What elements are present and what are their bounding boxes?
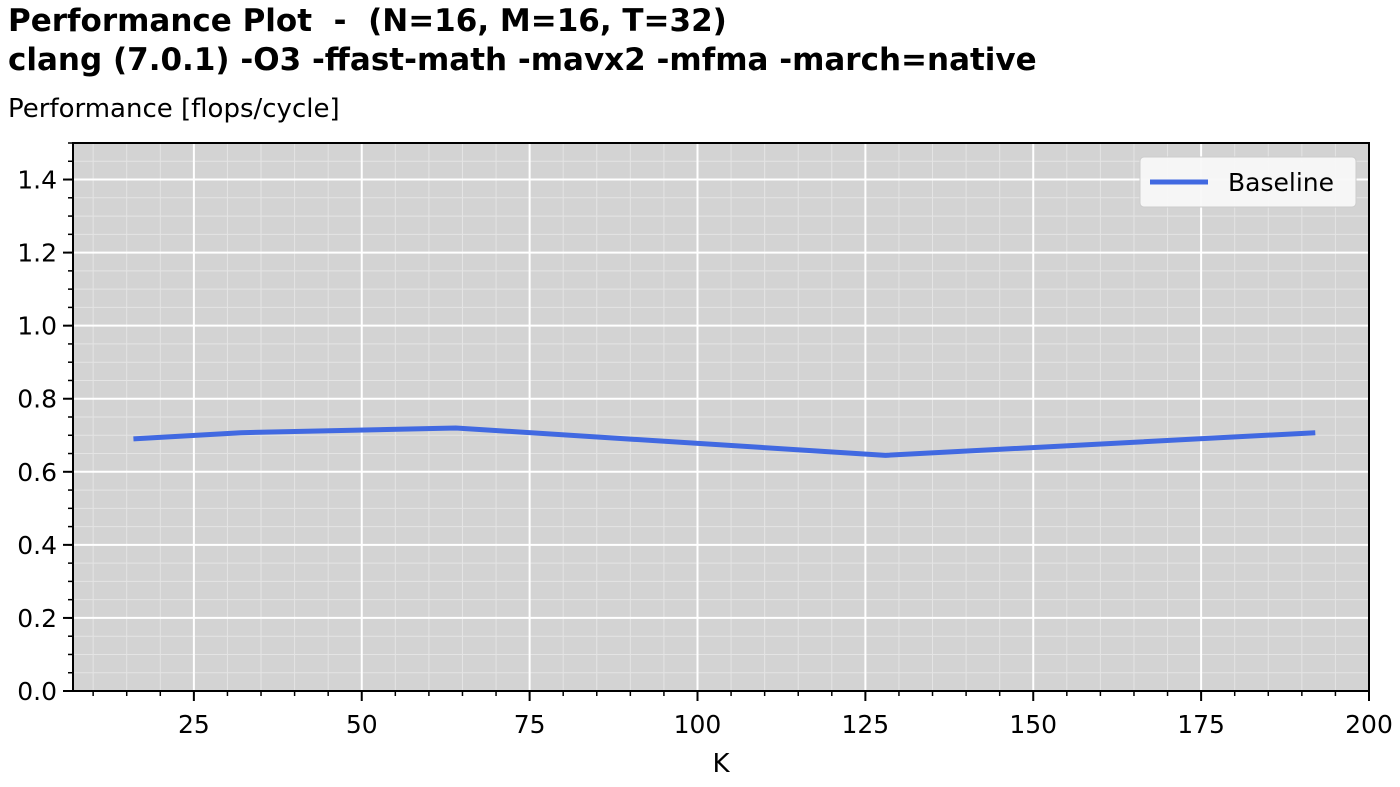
- x-tick-label: 25: [178, 710, 210, 739]
- series-line-0: [133, 425, 1316, 458]
- x-tick-label: 50: [346, 710, 378, 739]
- y-tick-label: 0.2: [17, 604, 57, 633]
- y-tick-label: 1.0: [17, 312, 57, 341]
- data-point: [1313, 430, 1318, 435]
- y-tick-label: 0.4: [17, 531, 57, 560]
- x-axis-label: K: [712, 749, 730, 779]
- chart-title-line-1: Performance Plot - (N=16, M=16, T=32): [8, 3, 727, 39]
- y-tick-label: 1.2: [17, 239, 57, 268]
- y-tick-label: 1.4: [17, 166, 57, 195]
- data-point: [453, 425, 458, 430]
- x-tick-label: 200: [1345, 710, 1393, 739]
- data-point: [131, 436, 136, 441]
- chart-title-line-2: clang (7.0.1) -O3 -ffast-math -mavx2 -mf…: [8, 42, 1037, 78]
- x-tick-label: 100: [674, 710, 722, 739]
- y-axis-label: Performance [flops/cycle]: [8, 94, 340, 124]
- x-tick-label: 125: [842, 710, 890, 739]
- legend-label-0: Baseline: [1228, 168, 1334, 197]
- y-tick-label: 0.0: [17, 677, 57, 706]
- data-point: [883, 453, 888, 458]
- data-point: [238, 430, 243, 435]
- x-tick-label: 75: [514, 710, 546, 739]
- x-tick-label: 150: [1009, 710, 1057, 739]
- y-tick-label: 0.6: [17, 458, 57, 487]
- legend-box: [1139, 156, 1357, 208]
- y-tick-label: 0.8: [17, 385, 57, 414]
- x-tick-label: 175: [1177, 710, 1225, 739]
